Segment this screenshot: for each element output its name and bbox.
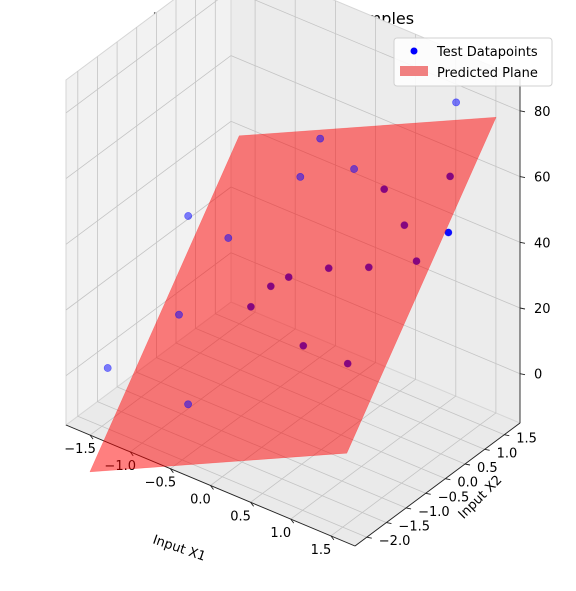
legend: Test Datapoints Predicted Plane bbox=[393, 37, 553, 87]
y-tick-mark bbox=[504, 434, 510, 437]
legend-marker-plane bbox=[400, 66, 428, 76]
y-tick-label: −1.0 bbox=[418, 505, 450, 520]
x-tick-mark bbox=[170, 468, 174, 473]
z-tick-mark bbox=[519, 307, 526, 310]
z-tick-mark bbox=[519, 373, 526, 376]
grid-line-y bbox=[116, 41, 407, 509]
z-tick-mark bbox=[519, 241, 526, 244]
data-point bbox=[452, 98, 460, 107]
y-axis-line bbox=[354, 422, 521, 547]
grid-line-y bbox=[77, 71, 367, 538]
x-tick-mark bbox=[210, 485, 214, 490]
y-tick-label: −1.5 bbox=[398, 520, 430, 535]
plane-surface bbox=[89, 116, 497, 473]
legend-box bbox=[393, 37, 553, 87]
points-over-plane bbox=[103, 98, 460, 409]
y-tick-mark bbox=[386, 522, 392, 525]
z-tick-label: 20 bbox=[534, 302, 551, 317]
z-tick-label: 60 bbox=[534, 171, 551, 186]
z-tick-mark bbox=[519, 176, 526, 179]
y-tick-label: 0.5 bbox=[477, 461, 498, 476]
x-tick-label: 0.5 bbox=[230, 509, 251, 524]
x-axis-label: Input X1 bbox=[151, 533, 208, 565]
y-tick-mark bbox=[425, 492, 431, 495]
x-tick-mark bbox=[250, 502, 254, 507]
z-tick-label: 80 bbox=[534, 105, 551, 120]
legend-label-plane: Predicted Plane bbox=[437, 66, 538, 81]
y-tick-label: −2.0 bbox=[379, 534, 411, 549]
x-tick-label: −1.5 bbox=[64, 442, 96, 457]
data-point bbox=[184, 400, 192, 409]
grid-line-y bbox=[97, 56, 387, 523]
tick-labels: −1.5−1.0−0.50.00.51.01.5−2.0−1.5−1.0−0.5… bbox=[64, 105, 550, 558]
x-tick-mark bbox=[89, 434, 94, 440]
y-tick-label: −0.5 bbox=[438, 490, 470, 505]
x-tick-mark bbox=[330, 535, 335, 541]
y-tick-mark bbox=[366, 536, 372, 539]
legend-label-points: Test Datapoints bbox=[436, 45, 538, 60]
data-point bbox=[224, 234, 233, 242]
z-tick-label: 0 bbox=[534, 368, 542, 383]
x-tick-label: 0.0 bbox=[190, 493, 211, 508]
data-point bbox=[103, 364, 112, 372]
y-tick-label: 1.0 bbox=[497, 446, 518, 461]
x-tick-mark bbox=[290, 518, 295, 524]
y-tick-mark bbox=[484, 448, 490, 451]
z-tick-mark bbox=[519, 110, 526, 113]
legend-marker-points bbox=[410, 47, 418, 55]
data-point bbox=[350, 165, 358, 173]
y-tick-mark bbox=[445, 478, 451, 481]
x-tick-label: 1.5 bbox=[311, 543, 332, 558]
data-point bbox=[296, 172, 305, 181]
y-tick-mark bbox=[464, 463, 471, 466]
y-tick-label: 0.0 bbox=[457, 476, 478, 491]
x-tick-label: −0.5 bbox=[145, 476, 177, 491]
data-point bbox=[184, 212, 193, 220]
data-point bbox=[175, 310, 183, 319]
grid-line-x bbox=[330, 67, 497, 537]
y-tick-mark bbox=[405, 507, 412, 510]
x-tick-label: 1.0 bbox=[270, 526, 291, 541]
predicted-plane bbox=[89, 116, 497, 473]
y-tick-label: 1.5 bbox=[516, 432, 537, 447]
z-tick-label: 40 bbox=[534, 236, 551, 251]
data-point bbox=[316, 134, 325, 143]
